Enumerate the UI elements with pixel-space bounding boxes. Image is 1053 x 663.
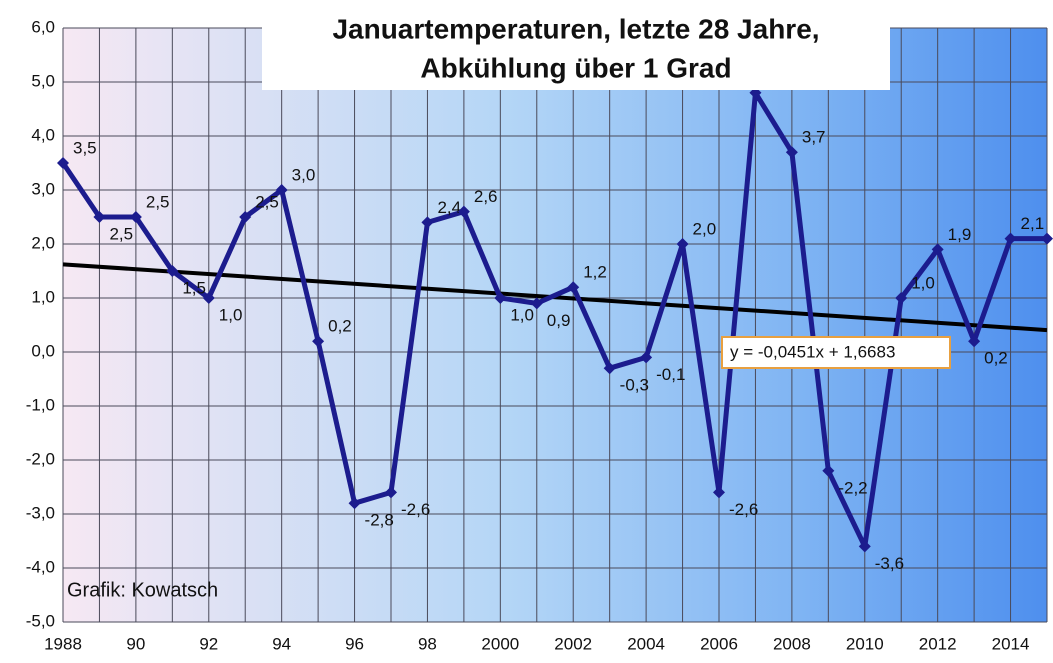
data-point [822,464,835,477]
x-tick-label: 94 [272,634,291,653]
data-point [494,292,507,304]
chart-title: Januartemperaturen, letzte 28 Jahre, [332,13,819,44]
y-tick-label: -4,0 [26,557,55,576]
y-tick-label: -3,0 [26,503,55,522]
plot-area [63,28,1047,622]
data-point [931,243,944,256]
data-label: 2,0 [693,219,717,238]
data-point [239,211,252,223]
data-point [457,205,470,218]
data-label: 2,5 [109,224,133,243]
y-tick-label: 2,0 [31,233,55,252]
data-point [129,211,142,223]
x-tick-label: 2010 [846,634,884,653]
trendline-label-box [721,336,951,369]
data-point [530,297,543,310]
data-label: 2,5 [146,192,170,211]
data-point [1041,232,1053,245]
x-tick-label: 92 [199,634,218,653]
data-label: 2,4 [437,198,461,217]
data-point [93,211,106,223]
y-tick-label: 5,0 [31,71,55,90]
y-tick-label: 6,0 [31,17,55,36]
x-tick-label: 90 [126,634,145,653]
title-box [262,8,890,90]
data-label: 1,9 [948,225,972,244]
data-point [567,281,580,294]
data-label: -2,2 [838,478,867,497]
data-label: -3,6 [875,554,904,573]
data-label: 3,0 [292,165,316,184]
data-point [202,292,215,304]
y-tick-label: -5,0 [26,611,55,630]
data-point [421,216,434,229]
data-point [858,540,871,553]
x-tick-label: 2004 [627,634,665,653]
data-point [275,184,288,196]
data-point [640,351,653,364]
x-tick-label: 2012 [919,634,957,653]
data-label: 1,0 [219,305,243,324]
data-label: 0,2 [984,349,1008,368]
data-label: -2,6 [401,500,430,519]
x-tick-label: 2000 [481,634,519,653]
data-label: 1,0 [911,273,935,292]
data-label: 1,2 [583,263,607,282]
trendline-label: y = -0,0451x + 1,6683 [730,342,895,361]
x-tick-label: 96 [345,634,364,653]
x-tick-label: 2008 [773,634,811,653]
data-point [603,362,616,375]
data-label: 2,5 [255,192,279,211]
x-tick-label: 98 [418,634,437,653]
data-point [676,238,689,250]
y-tick-label: 3,0 [31,179,55,198]
data-point [312,335,325,348]
chart-subtitle: Abkühlung über 1 Grad [420,52,731,83]
x-tick-label: 2002 [554,634,592,653]
y-tick-label: -2,0 [26,449,55,468]
data-label: 1,5 [182,278,206,297]
data-point [166,265,179,277]
x-tick-label: 1988 [44,634,82,653]
data-point [785,146,798,159]
data-point [968,335,981,348]
data-label: 2,6 [474,187,498,206]
x-tick-label: 2006 [700,634,738,653]
data-label: 3,5 [73,138,97,157]
data-label: -2,6 [729,500,758,519]
data-label: 0,2 [328,317,352,336]
data-label: 2,1 [1021,214,1045,233]
data-point [57,157,69,169]
y-tick-label: 0,0 [31,341,55,360]
y-tick-label: 4,0 [31,125,55,144]
data-line [60,90,1047,549]
data-point [1004,232,1017,245]
data-point [895,292,908,304]
data-label: -0,1 [656,365,685,384]
data-point [385,486,397,499]
data-label: 3,7 [802,128,826,147]
x-tick-label: 2014 [992,634,1030,653]
y-tick-label: 1,0 [31,287,55,306]
data-point [713,486,725,499]
data-label: 0,9 [547,311,571,330]
data-label: 1,0 [510,305,534,324]
annotation: Grafik: Kowatsch [67,579,218,601]
data-point [348,497,361,510]
data-label: -0,3 [620,376,649,395]
data-label: -2,8 [365,511,394,530]
y-tick-label: -1,0 [26,395,55,414]
